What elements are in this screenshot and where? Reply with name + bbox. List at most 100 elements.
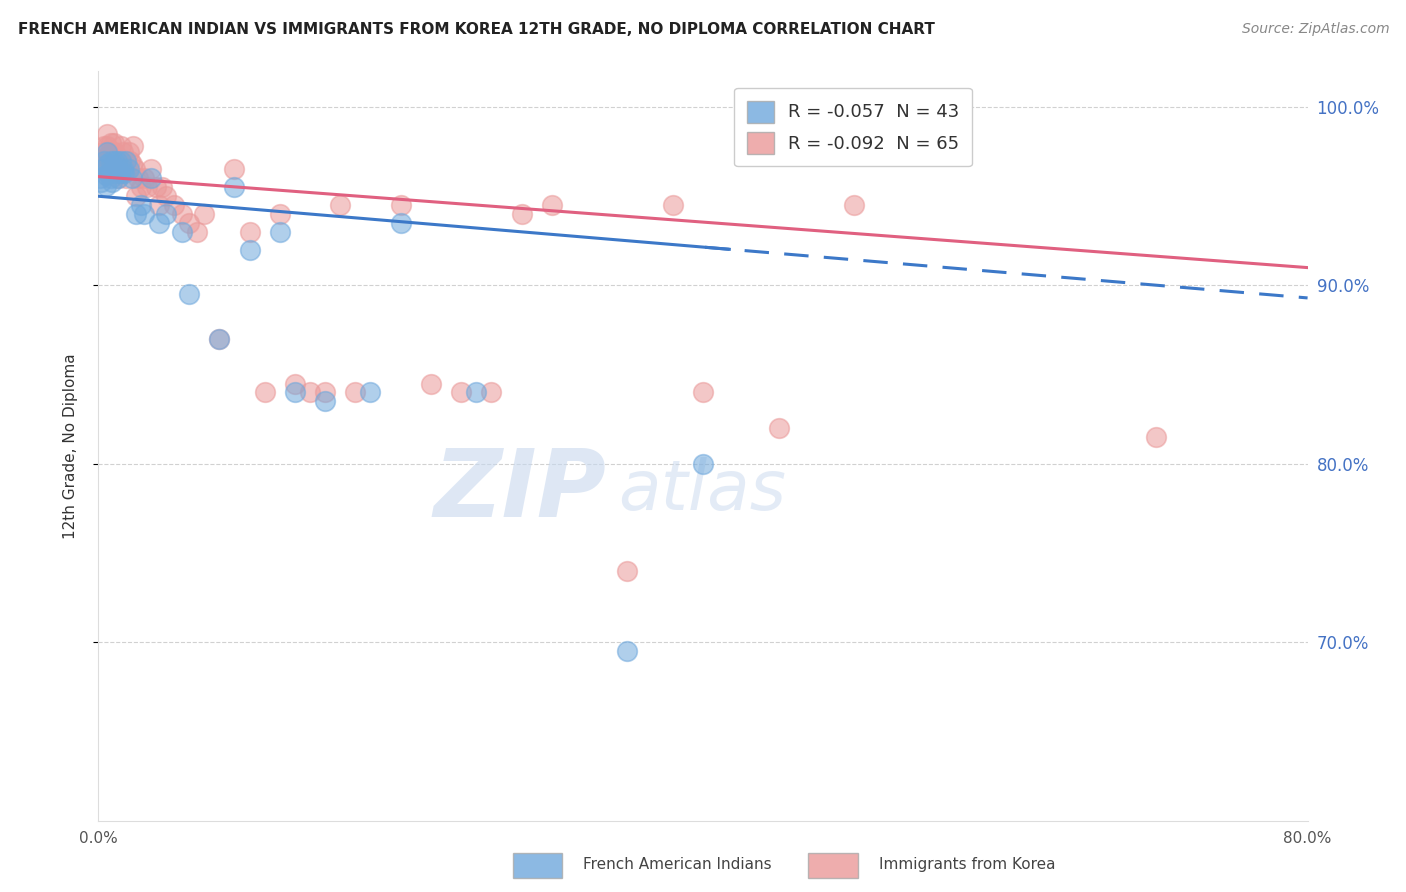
Point xyxy=(104,148,127,162)
Point xyxy=(103,145,125,159)
Point xyxy=(224,180,246,194)
Point xyxy=(118,162,141,177)
Point xyxy=(284,376,307,391)
Point xyxy=(150,180,173,194)
Point xyxy=(132,171,155,186)
Point xyxy=(125,189,148,203)
Point xyxy=(115,157,138,171)
Y-axis label: 12th Grade, No Diploma: 12th Grade, No Diploma xyxy=(63,353,77,539)
Point xyxy=(510,207,533,221)
Point xyxy=(112,166,135,180)
Point xyxy=(114,153,136,168)
Point xyxy=(155,207,177,221)
Point xyxy=(540,198,562,212)
Point xyxy=(96,127,118,141)
Point xyxy=(107,171,129,186)
Point xyxy=(141,171,163,186)
Point xyxy=(314,385,336,400)
Point xyxy=(111,162,134,177)
Point xyxy=(89,171,111,186)
Point xyxy=(170,225,193,239)
Point xyxy=(101,157,124,171)
Point xyxy=(170,207,193,221)
Text: Source: ZipAtlas.com: Source: ZipAtlas.com xyxy=(1241,22,1389,37)
Point xyxy=(465,385,488,400)
Point xyxy=(110,139,132,153)
Point xyxy=(108,166,131,180)
Point xyxy=(844,198,866,212)
Point xyxy=(107,171,129,186)
Point xyxy=(118,145,141,159)
Legend: R = -0.057  N = 43, R = -0.092  N = 65: R = -0.057 N = 43, R = -0.092 N = 65 xyxy=(734,88,972,166)
Text: French American Indians: French American Indians xyxy=(583,857,772,872)
Point xyxy=(450,385,472,400)
Point xyxy=(90,157,112,171)
Point xyxy=(98,148,121,162)
Point xyxy=(98,166,121,180)
Point xyxy=(94,161,117,175)
Point xyxy=(101,175,124,189)
Text: atlas: atlas xyxy=(619,458,786,524)
Point xyxy=(208,332,231,346)
Point xyxy=(96,145,118,159)
Point xyxy=(145,180,167,194)
Point xyxy=(179,287,201,301)
Point xyxy=(96,139,118,153)
Point xyxy=(344,385,367,400)
Point xyxy=(299,385,322,400)
Point xyxy=(132,207,155,221)
Point xyxy=(661,198,683,212)
Point xyxy=(768,421,790,435)
Point xyxy=(125,207,148,221)
Point xyxy=(129,180,152,194)
Point xyxy=(186,225,208,239)
Point xyxy=(91,145,114,159)
Point xyxy=(104,166,127,180)
Point xyxy=(93,153,115,168)
Point xyxy=(100,136,122,150)
Point xyxy=(269,207,291,221)
Point xyxy=(121,157,143,171)
Point xyxy=(120,153,142,168)
Point xyxy=(105,157,128,171)
Point xyxy=(105,153,128,168)
Point xyxy=(179,216,201,230)
Point xyxy=(114,171,136,186)
Text: Immigrants from Korea: Immigrants from Korea xyxy=(879,857,1056,872)
Point xyxy=(103,136,125,150)
Point xyxy=(314,394,336,409)
Point xyxy=(94,150,117,164)
Point xyxy=(103,153,125,168)
Point xyxy=(89,153,111,168)
Point xyxy=(110,153,132,168)
Point xyxy=(91,162,114,177)
Point xyxy=(122,139,145,153)
Point xyxy=(127,171,149,186)
Point xyxy=(155,189,177,203)
Point xyxy=(193,207,215,221)
Point xyxy=(163,198,186,212)
Point xyxy=(94,178,117,193)
Point xyxy=(129,198,152,212)
Point xyxy=(135,180,157,194)
Point xyxy=(239,243,262,257)
Text: ZIP: ZIP xyxy=(433,445,606,537)
Point xyxy=(360,385,382,400)
Point xyxy=(100,171,122,186)
Point xyxy=(100,153,122,168)
Point xyxy=(94,168,117,182)
Point xyxy=(96,157,118,171)
Point xyxy=(269,225,291,239)
Point xyxy=(93,139,115,153)
Point xyxy=(208,332,231,346)
Point xyxy=(389,216,412,230)
Point xyxy=(148,216,170,230)
Point xyxy=(1144,430,1167,444)
Text: FRENCH AMERICAN INDIAN VS IMMIGRANTS FROM KOREA 12TH GRADE, NO DIPLOMA CORRELATI: FRENCH AMERICAN INDIAN VS IMMIGRANTS FRO… xyxy=(18,22,935,37)
Point xyxy=(616,564,638,578)
Point xyxy=(420,376,443,391)
Point xyxy=(148,198,170,212)
Point xyxy=(121,171,143,186)
Point xyxy=(481,385,503,400)
Point xyxy=(692,457,714,471)
